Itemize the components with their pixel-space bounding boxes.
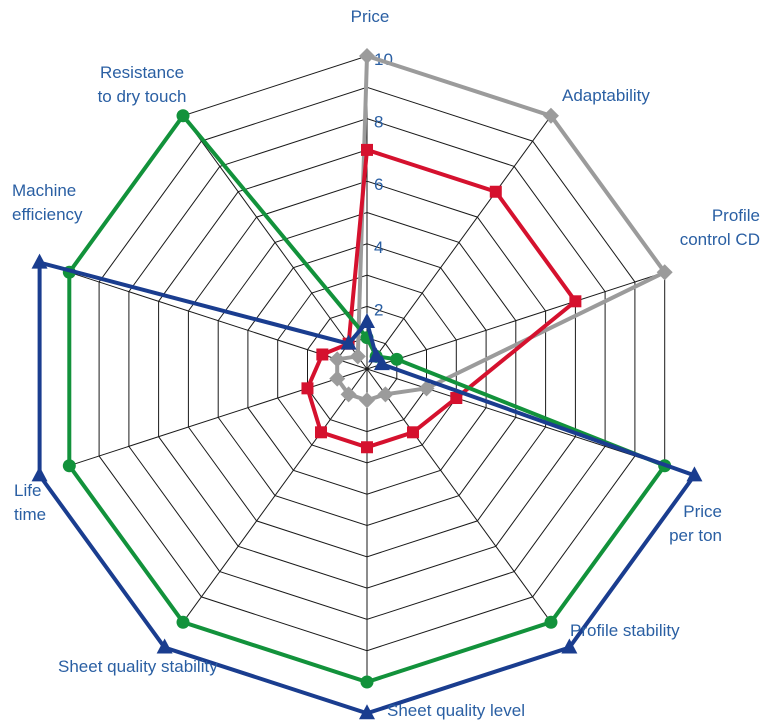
circle-marker-sheet-quality-stability xyxy=(176,615,190,629)
triangle-marker-sheet-quality-level xyxy=(359,704,375,720)
square-marker-price xyxy=(361,143,373,156)
triangle-marker-machine-efficiency xyxy=(31,253,48,269)
grid-spoke-profile-stability xyxy=(366,368,552,623)
circle-marker-profile-stability xyxy=(544,615,558,629)
axis-label-price: Price xyxy=(351,7,390,26)
axis-label-line: Resistance xyxy=(100,63,184,82)
circle-marker-profile-control-cd xyxy=(390,352,404,366)
triangle-marker-price-per-ton xyxy=(686,466,703,482)
triangle-marker-profile-stability xyxy=(561,638,578,654)
axis-label-machine-efficiency: Machine efficiency xyxy=(12,181,83,224)
triangle-marker-life-time xyxy=(31,466,48,482)
axis-label-line: Sheet quality stability xyxy=(58,657,218,676)
grid-spoke-price-per-ton xyxy=(366,368,665,467)
square-marker-sheet-quality-level xyxy=(361,441,373,454)
square-marker-sheet-quality-stability xyxy=(315,426,328,439)
triangle-marker-resistance-to-dry-touch xyxy=(340,334,357,350)
axis-label-line: time xyxy=(14,505,46,524)
triangle-marker-price xyxy=(359,313,375,329)
grid-spoke-life-time xyxy=(69,368,368,467)
diamond-marker-adaptability xyxy=(542,107,559,124)
axis-label-line: Adaptability xyxy=(562,86,650,105)
axis-label-line: efficiency xyxy=(12,205,83,224)
axis-label-sheet-quality-stability: Sheet quality stability xyxy=(58,657,218,676)
series-line-diamond xyxy=(335,53,668,403)
grid-spoke-adaptability xyxy=(366,115,552,370)
circle-marker-sheet-quality-level xyxy=(360,675,374,689)
axis-label-line: Price xyxy=(351,7,390,26)
diamond-marker-resistance-to-dry-touch xyxy=(349,348,366,365)
triangle-marker-sheet-quality-stability xyxy=(156,638,173,654)
triangle-marker-profile-control-cd xyxy=(373,355,390,371)
circle-marker-resistance-to-dry-touch xyxy=(176,109,190,123)
diamond-marker-sheet-quality-level xyxy=(359,392,375,409)
diamond-marker-life-time xyxy=(329,370,346,387)
tick-label-8: 8 xyxy=(374,113,383,132)
radar-series xyxy=(31,48,703,720)
axis-label-price-per-ton: Price per ton xyxy=(669,502,722,545)
square-marker-life-time xyxy=(301,382,314,395)
axis-label-line: Life xyxy=(14,481,41,500)
diamond-marker-machine-efficiency xyxy=(329,351,346,368)
diamond-marker-price xyxy=(359,48,375,64)
diamond-marker-sheet-quality-stability xyxy=(340,386,357,403)
axis-label-sheet-quality-level: Sheet quality level xyxy=(387,701,525,720)
series-triangle xyxy=(31,253,703,720)
axis-label-adaptability: Adaptability xyxy=(562,86,650,105)
axis-label-profile-stability: Profile stability xyxy=(570,621,680,640)
square-marker-profile-stability xyxy=(406,426,419,439)
axis-label-line: to dry touch xyxy=(98,87,187,106)
series-diamond xyxy=(329,48,673,409)
axis-label-line: Profile stability xyxy=(570,621,680,640)
axis-label-line: Machine xyxy=(12,181,76,200)
axis-label-line: Sheet quality level xyxy=(387,701,525,720)
axis-label-resistance-to-dry-touch: Resistance to dry touch xyxy=(98,63,187,106)
circle-marker-life-time xyxy=(62,459,76,473)
square-marker-price-per-ton xyxy=(450,392,463,405)
axis-label-line: per ton xyxy=(669,526,722,545)
axis-label-life-time: Life time xyxy=(14,481,46,524)
grid-spoke-resistance-to-dry-touch xyxy=(182,115,368,370)
axis-label-line: Profile xyxy=(712,206,760,225)
diamond-marker-profile-control-cd xyxy=(656,264,673,281)
tick-label-6: 6 xyxy=(374,175,383,194)
tick-label-2: 2 xyxy=(374,300,383,319)
grid-spoke-profile-control-cd xyxy=(366,271,665,370)
axis-label-line: Price xyxy=(683,502,722,521)
grid-spoke-sheet-quality-stability xyxy=(182,368,368,623)
diamond-marker-profile-stability xyxy=(377,386,394,403)
square-marker-machine-efficiency xyxy=(316,348,329,361)
tick-label-4: 4 xyxy=(374,238,383,257)
diamond-marker-price-per-ton xyxy=(418,380,435,397)
square-marker-profile-control-cd xyxy=(569,295,582,308)
axis-label-profile-control-cd: Profile control CD xyxy=(680,206,760,249)
axis-label-line: control CD xyxy=(680,230,760,249)
square-marker-adaptability xyxy=(489,185,502,198)
axis-labels: Price Adaptability Profile control CD Price p… xyxy=(12,7,760,720)
series-square xyxy=(301,143,582,454)
